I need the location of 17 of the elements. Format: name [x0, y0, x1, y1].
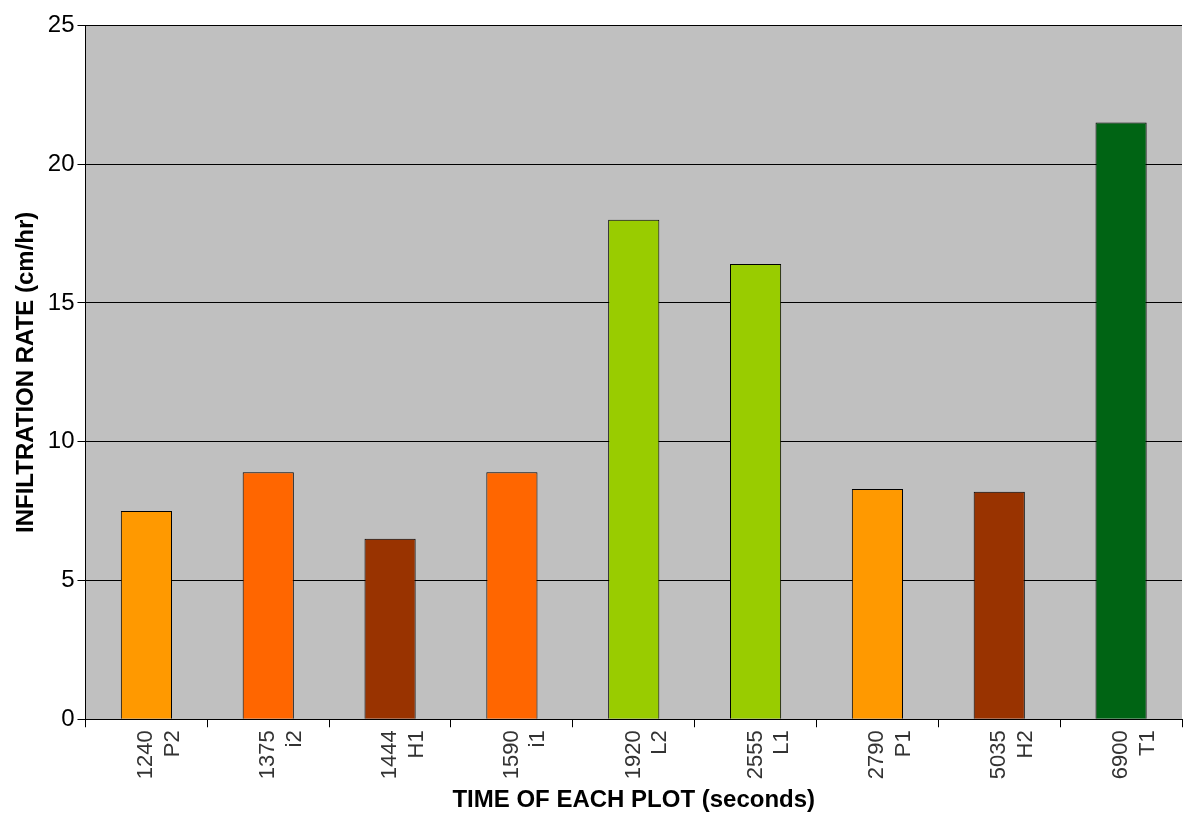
x-tick-label: 2790 P1: [863, 730, 915, 780]
x-tick-label: 1590 i1: [497, 730, 550, 780]
x-axis-title: TIME OF EACH PLOT (seconds): [452, 785, 816, 813]
y-tick-label: 20: [47, 148, 75, 176]
x-tick-label: 2555 L1: [741, 730, 794, 780]
y-axis-title: INFILTRATION RATE (cm/hr): [11, 211, 39, 533]
y-tick-label: 10: [47, 426, 75, 454]
x-tick-label: 1920 L2: [619, 730, 672, 780]
x-tick-label: 6900 T1: [1107, 730, 1159, 780]
y-tick-label: 5: [61, 565, 75, 593]
x-tick-label: 5035 H2: [985, 730, 1037, 780]
y-tick-label: 15: [47, 287, 75, 315]
y-tick-label: 25: [47, 10, 75, 38]
x-tick-label: 1444 H1: [376, 730, 428, 780]
x-tick-label: 1375 i2: [254, 730, 306, 780]
y-tick-label: 0: [61, 703, 75, 731]
x-tick-label: 1240 P2: [132, 730, 184, 780]
